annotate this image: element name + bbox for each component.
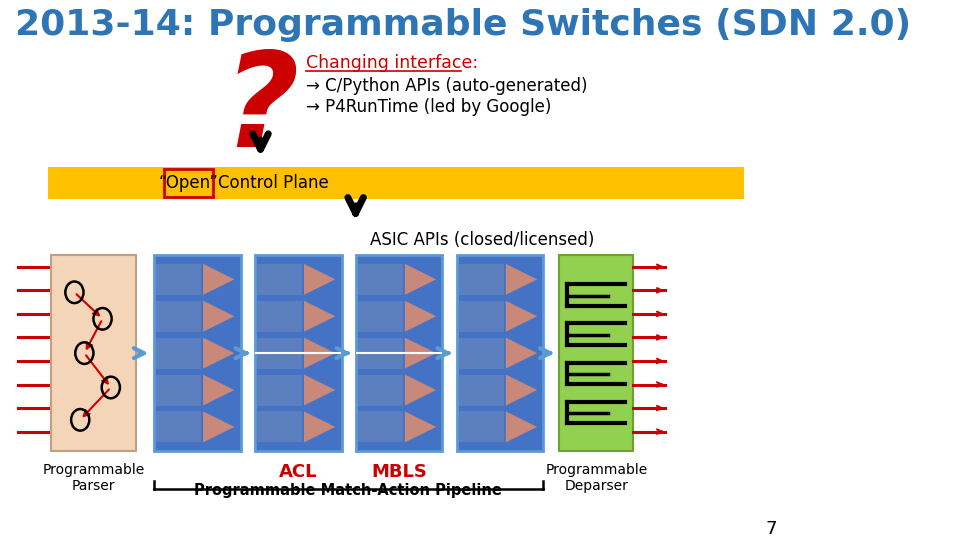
Text: Changing interface:: Changing interface: xyxy=(306,54,478,72)
Polygon shape xyxy=(304,301,335,332)
Polygon shape xyxy=(405,301,436,332)
Text: Programmable Match-Action Pipeline: Programmable Match-Action Pipeline xyxy=(194,483,502,498)
Text: ?: ? xyxy=(222,47,299,174)
Bar xyxy=(457,255,543,451)
Text: ACL: ACL xyxy=(279,463,318,481)
Polygon shape xyxy=(506,264,537,295)
Bar xyxy=(358,375,403,406)
Bar xyxy=(559,255,634,451)
Text: Control Plane: Control Plane xyxy=(218,174,328,192)
Text: MBLS: MBLS xyxy=(372,463,427,481)
Text: Programmable
Deparser: Programmable Deparser xyxy=(545,463,647,493)
Polygon shape xyxy=(304,264,335,295)
Bar xyxy=(459,411,504,442)
Text: 7: 7 xyxy=(766,520,778,538)
Text: Programmable
Parser: Programmable Parser xyxy=(43,463,145,493)
Bar xyxy=(156,301,202,332)
Polygon shape xyxy=(405,375,436,406)
Bar xyxy=(355,255,443,451)
Bar xyxy=(257,411,302,442)
Polygon shape xyxy=(204,411,234,442)
Bar xyxy=(459,338,504,369)
Polygon shape xyxy=(204,375,234,406)
Bar xyxy=(459,264,504,295)
Bar xyxy=(156,338,202,369)
Bar xyxy=(459,375,504,406)
Text: 2013-14: Programmable Switches (SDN 2.0): 2013-14: Programmable Switches (SDN 2.0) xyxy=(15,8,911,42)
Bar xyxy=(156,264,202,295)
Bar xyxy=(51,255,136,451)
Bar xyxy=(156,375,202,406)
Text: ASIC APIs (closed/licensed): ASIC APIs (closed/licensed) xyxy=(371,232,595,249)
Polygon shape xyxy=(204,264,234,295)
Polygon shape xyxy=(304,375,335,406)
Polygon shape xyxy=(204,301,234,332)
Bar xyxy=(164,168,213,197)
Text: → C/Python APIs (auto-generated): → C/Python APIs (auto-generated) xyxy=(306,77,588,94)
Bar xyxy=(358,264,403,295)
Polygon shape xyxy=(506,338,537,369)
Polygon shape xyxy=(506,411,537,442)
Bar xyxy=(257,264,302,295)
Bar xyxy=(257,301,302,332)
Polygon shape xyxy=(506,301,537,332)
Bar xyxy=(257,375,302,406)
Polygon shape xyxy=(304,411,335,442)
Bar xyxy=(257,338,302,369)
Bar xyxy=(154,255,241,451)
Bar xyxy=(48,167,744,199)
Polygon shape xyxy=(405,264,436,295)
Bar xyxy=(459,301,504,332)
Text: “Open”: “Open” xyxy=(158,174,219,192)
Polygon shape xyxy=(304,338,335,369)
Polygon shape xyxy=(204,338,234,369)
Bar xyxy=(254,255,342,451)
Bar xyxy=(358,301,403,332)
Text: → P4RunTime (led by Google): → P4RunTime (led by Google) xyxy=(306,98,551,116)
Polygon shape xyxy=(506,375,537,406)
Polygon shape xyxy=(405,338,436,369)
Polygon shape xyxy=(405,411,436,442)
Bar xyxy=(156,411,202,442)
Bar xyxy=(358,338,403,369)
Bar xyxy=(358,411,403,442)
